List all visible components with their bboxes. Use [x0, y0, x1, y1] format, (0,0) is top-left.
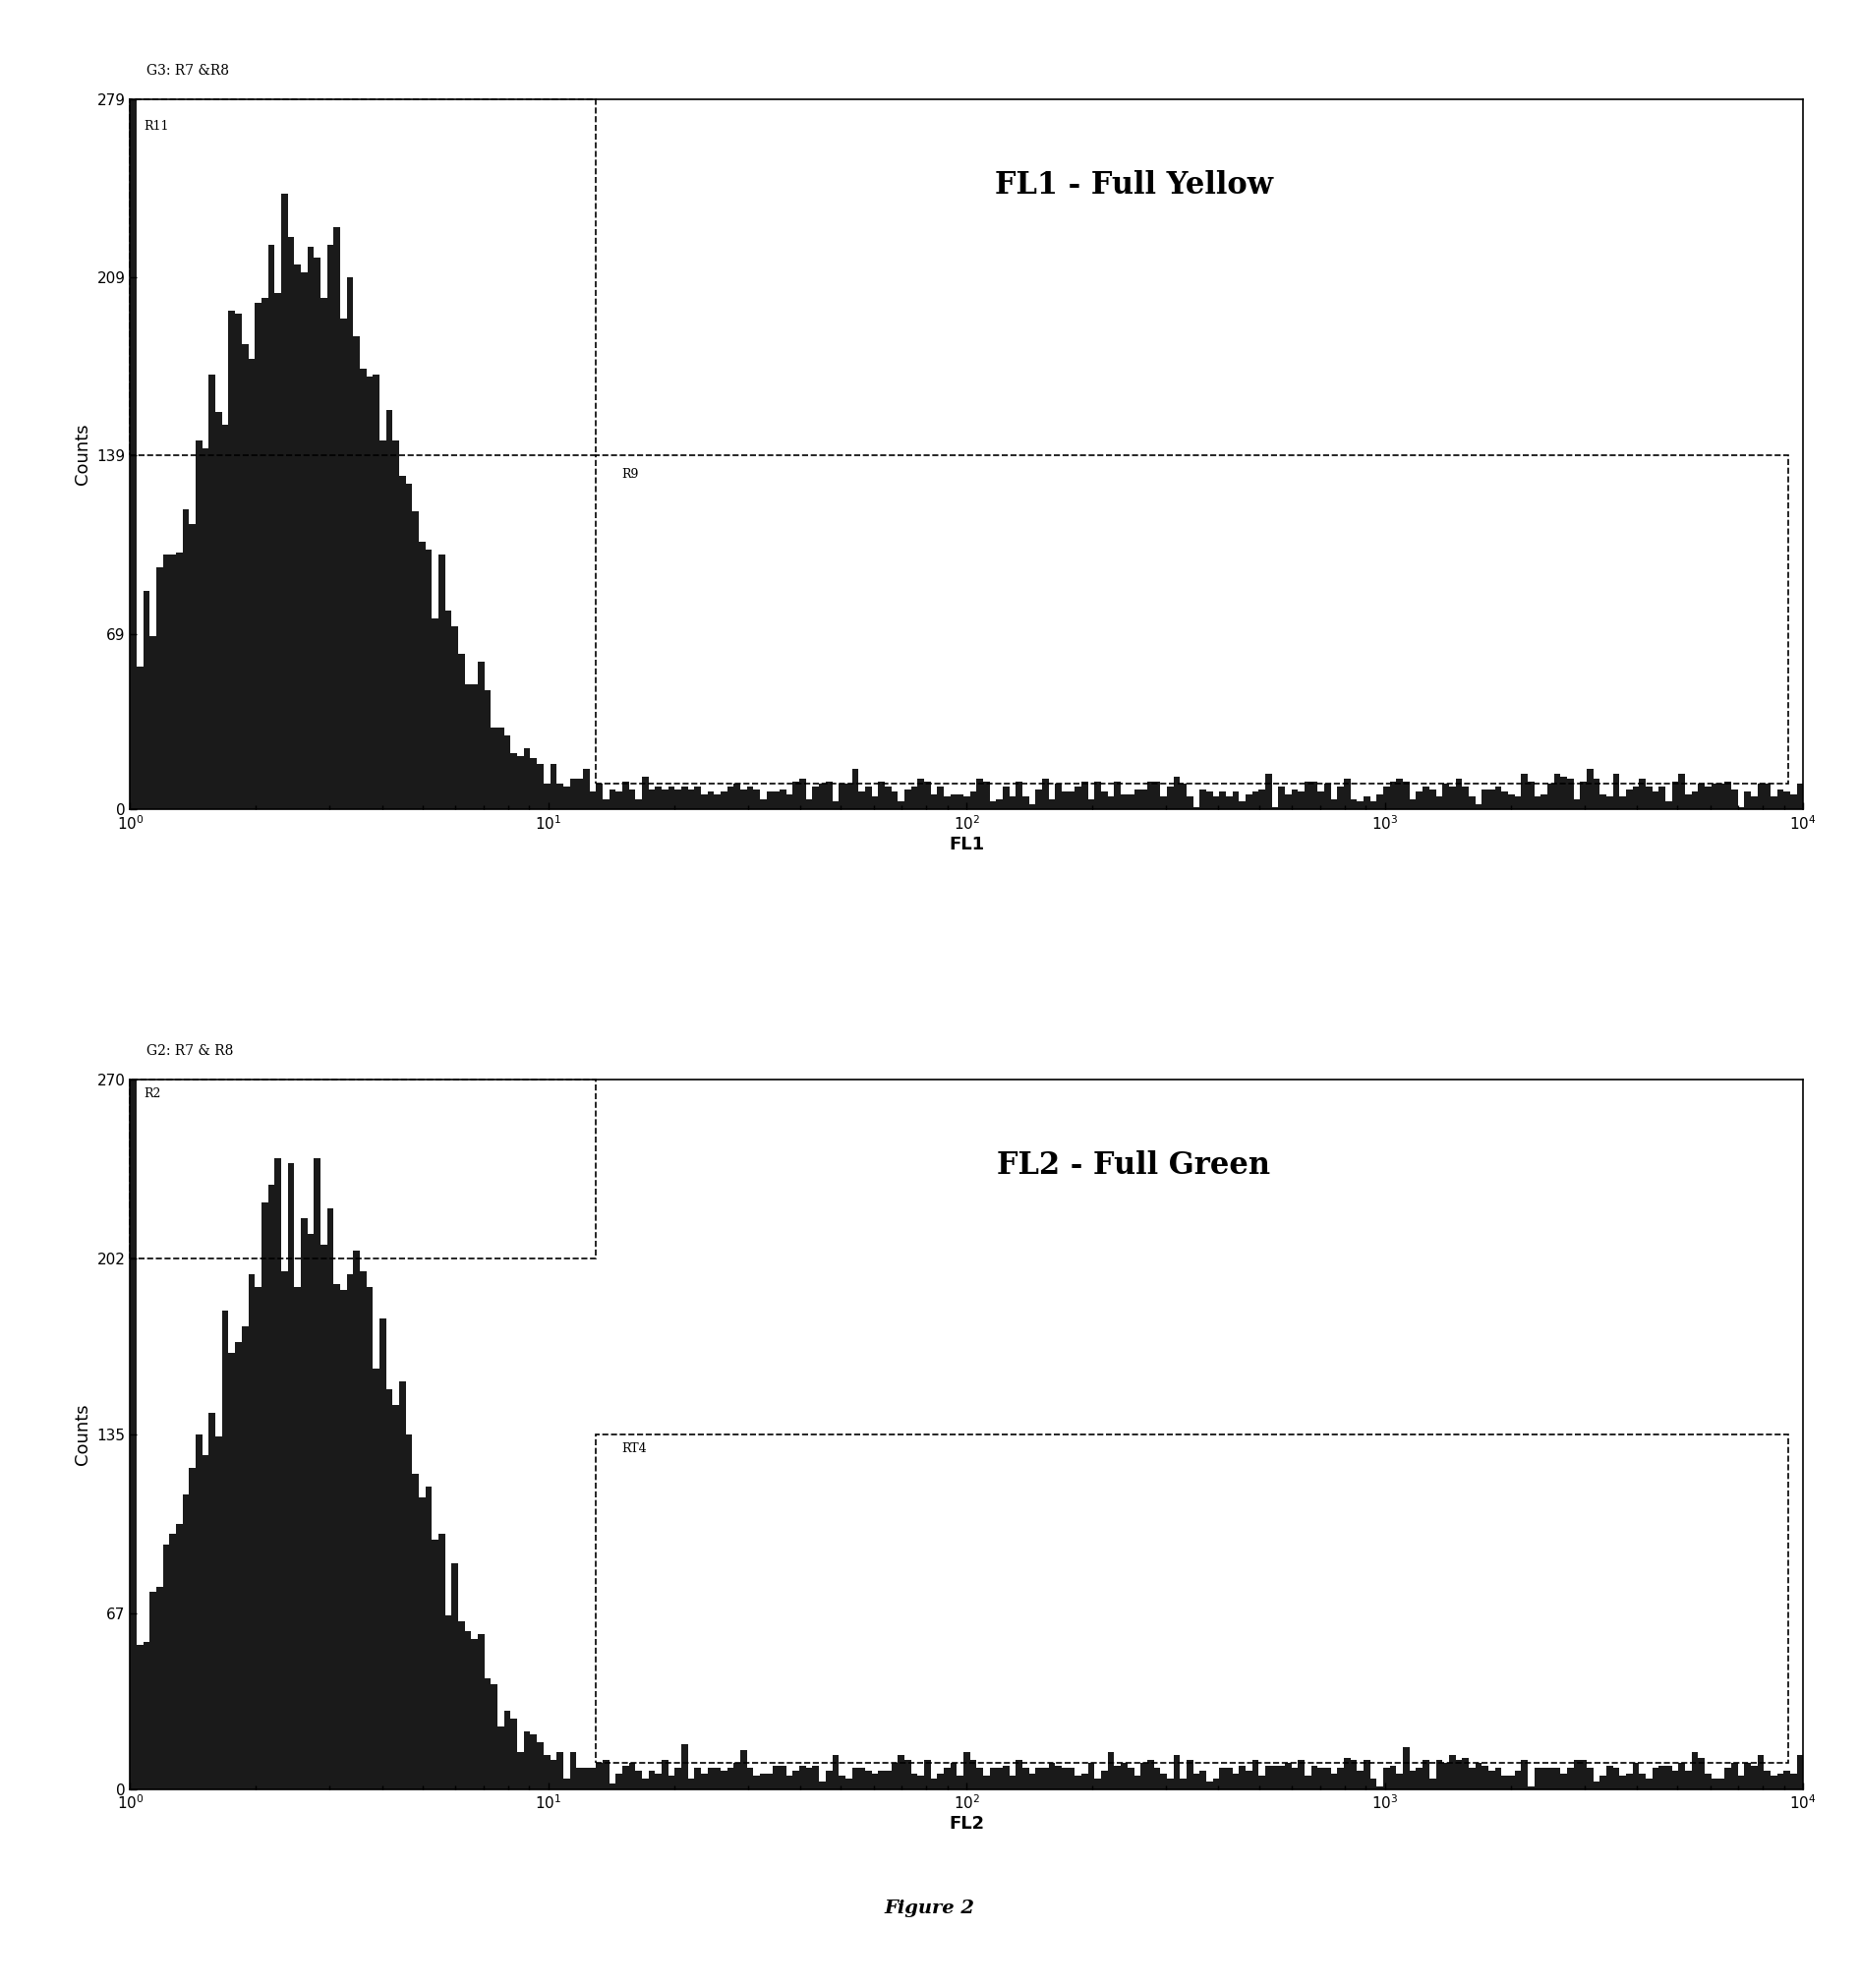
Polygon shape — [130, 0, 1803, 809]
Bar — [597, 1433, 1788, 1763]
Text: Figure 2: Figure 2 — [885, 1901, 974, 1916]
X-axis label: FL2: FL2 — [948, 1815, 985, 1833]
Bar — [130, 1079, 597, 1258]
Text: G2: R7 & R8: G2: R7 & R8 — [147, 1044, 234, 1058]
Bar — [130, 99, 597, 455]
Text: R11: R11 — [145, 119, 169, 133]
Text: FL1 - Full Yellow: FL1 - Full Yellow — [995, 171, 1273, 201]
Text: R9: R9 — [621, 469, 638, 481]
Text: G3: R7 &R8: G3: R7 &R8 — [147, 64, 229, 78]
Y-axis label: Counts: Counts — [74, 1404, 91, 1465]
X-axis label: FL1: FL1 — [948, 835, 985, 853]
Text: R2: R2 — [145, 1087, 162, 1099]
Y-axis label: Counts: Counts — [74, 423, 91, 485]
Bar — [597, 455, 1788, 783]
Text: RT4: RT4 — [621, 1441, 647, 1455]
Text: FL2 - Full Green: FL2 - Full Green — [996, 1151, 1272, 1181]
Polygon shape — [130, 811, 1803, 1789]
